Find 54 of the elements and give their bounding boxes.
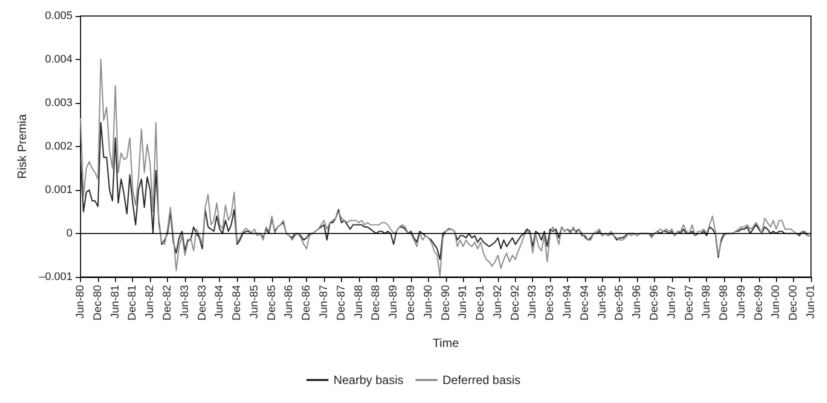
x-tick-label: Dec-98	[718, 285, 730, 320]
x-tick-label: Jun-90	[422, 285, 434, 319]
y-tick-label: 0.005	[45, 10, 73, 22]
x-tick-label: Jun-95	[596, 285, 608, 319]
x-tick-label: Jun-82	[144, 285, 156, 319]
x-tick-label: Dec-96	[648, 285, 660, 320]
x-tick-label: Dec-97	[683, 285, 696, 320]
y-tick-label: –0.001	[38, 271, 73, 283]
x-tick-label: Dec-95	[614, 285, 626, 320]
x-tick-label: Jun-88	[352, 285, 365, 319]
x-tick-label: Jun-80	[74, 285, 87, 319]
x-tick-label: Jun-81	[109, 285, 122, 319]
x-tick-label: Jun-99	[735, 285, 748, 319]
x-tick-label: Jun-86	[283, 285, 296, 319]
x-tick-label: Dec-82	[162, 285, 174, 320]
legend-label: Nearby basis	[333, 373, 404, 387]
x-tick-label: Dec-94	[578, 285, 591, 320]
y-tick-label: 0.002	[45, 140, 73, 152]
x-axis-title: Time	[432, 336, 460, 350]
y-tick-label: 0	[66, 228, 73, 240]
x-tick-label: Jun-91	[457, 285, 470, 319]
x-tick-label: Dec-86	[300, 285, 313, 320]
x-tick-label: Jun-01	[805, 285, 817, 319]
x-tick-label: Dec-80	[92, 285, 104, 320]
y-tick-label: 0.001	[45, 184, 73, 196]
x-tick-label: Jun-00	[770, 285, 782, 319]
x-tick-label: Dec-93	[544, 285, 556, 320]
y-tick-label: 0.004	[45, 54, 73, 66]
legend-label: Deferred basis	[442, 373, 521, 387]
x-tick-label: Dec-88	[370, 285, 382, 320]
y-tick-label: 0.003	[45, 97, 73, 109]
x-tick-label: Jun-83	[178, 285, 191, 319]
y-axis-title: Risk Premia	[15, 114, 29, 179]
x-tick-label: Dec-99	[752, 285, 765, 320]
x-tick-label: Dec-89	[404, 285, 417, 320]
x-tick-label: Dec-84	[231, 285, 244, 320]
x-tick-label: Jun-98	[700, 285, 713, 319]
x-tick-label: Dec-92	[509, 285, 522, 320]
x-tick-label: Dec-90	[440, 285, 452, 320]
x-tick-label: Jun-87	[318, 285, 330, 319]
x-tick-label: Dec-81	[126, 285, 139, 320]
x-tick-label: Jun-85	[248, 285, 260, 319]
x-tick-label: Jun-94	[562, 285, 574, 319]
x-tick-label: Jun-92	[492, 285, 504, 319]
x-tick-label: Dec-83	[196, 285, 208, 320]
x-tick-label: Jun-93	[526, 285, 539, 319]
x-tick-label: Dec-85	[266, 285, 278, 320]
x-tick-label: Jun-97	[666, 285, 678, 319]
x-tick-label: Dec-87	[335, 285, 348, 320]
x-tick-label: Jun-96	[631, 285, 644, 319]
x-tick-label: Jun-89	[388, 285, 400, 319]
x-tick-label: Jun-84	[214, 285, 226, 319]
x-tick-label: Dec-00	[788, 285, 800, 320]
x-tick-label: Dec-91	[474, 285, 487, 320]
